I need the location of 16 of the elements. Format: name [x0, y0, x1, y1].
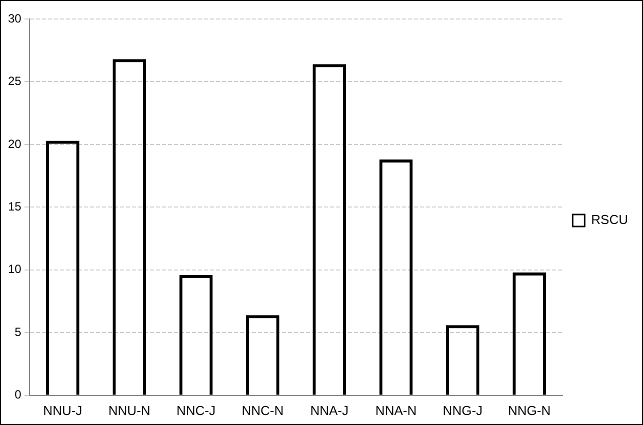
x-tick-label: NNC-J	[176, 402, 216, 418]
x-tick-label: NNG-N	[508, 402, 551, 418]
x-tick-label: NNA-N	[375, 402, 417, 418]
y-tick-label: 10	[8, 262, 22, 276]
y-tick-label: 25	[8, 74, 22, 88]
y-tick-label: 15	[8, 200, 22, 214]
y-tick-label: 30	[8, 11, 22, 26]
x-tick-label: NNC-N	[242, 402, 284, 418]
y-tick-label: 5	[14, 324, 22, 339]
x-tick-label: NNU-N	[108, 402, 150, 418]
x-tick-label: NNG-J	[442, 402, 483, 418]
legend-label: RSCU	[591, 212, 628, 228]
y-tick-label: 20	[8, 136, 22, 151]
y-tick-label: 0	[14, 388, 22, 402]
x-tick-label: NNU-J	[43, 402, 82, 418]
x-tick-label: NNA-J	[310, 402, 348, 418]
